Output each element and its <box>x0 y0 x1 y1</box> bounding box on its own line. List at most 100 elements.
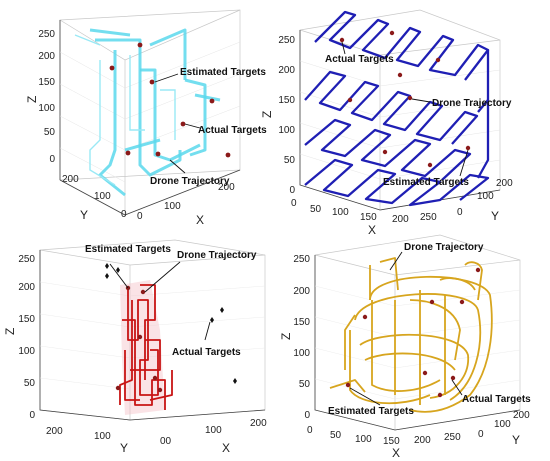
z-ticks: 0 50 100 150 200 250 <box>293 254 310 421</box>
x-tick: 100 <box>164 201 181 212</box>
z-tick: 150 <box>18 314 35 325</box>
y-tick: 200 <box>496 178 513 189</box>
x-tick: 50 <box>330 430 342 441</box>
y-ticks: 200 100 <box>46 426 111 442</box>
grid <box>39 281 266 390</box>
x-tick: 200 <box>218 182 235 193</box>
x-axis-label: X <box>392 446 400 460</box>
target-marker <box>140 289 146 295</box>
target-marker <box>225 152 231 158</box>
x-tick: 250 <box>420 212 437 223</box>
x-ticks: 0 100 200 <box>137 182 235 222</box>
annotation-arrows <box>154 73 201 174</box>
annotation-arrows <box>109 261 211 341</box>
targets <box>109 42 231 158</box>
panel-top-right: Actual Targets Drone Trajectory Estimate… <box>260 9 513 237</box>
axes-box <box>39 239 266 421</box>
target-marker <box>362 314 368 320</box>
target-marker <box>137 42 143 48</box>
target-marker <box>422 370 428 376</box>
target-marker <box>475 267 481 273</box>
targets <box>345 267 481 398</box>
x-axis-label: X <box>196 213 204 227</box>
target-marker <box>382 149 388 155</box>
z-axis-label: Z <box>3 328 17 335</box>
target-marker <box>407 95 413 101</box>
x-tick: 200 <box>414 435 431 446</box>
z-tick: 0 <box>49 154 55 165</box>
annotation-actual-targets: Actual Targets <box>462 394 531 405</box>
y-axis-label: Y <box>120 441 128 455</box>
target-marker <box>105 273 109 279</box>
z-tick: 250 <box>293 254 310 265</box>
z-tick: 100 <box>18 346 35 357</box>
x-tick: 100 <box>205 425 222 436</box>
trajectory <box>329 257 493 413</box>
x-tick: 00 <box>160 436 172 447</box>
target-marker <box>157 387 163 393</box>
z-tick: 50 <box>44 127 56 138</box>
y-tick: 0 <box>121 209 127 220</box>
y-ticks: 200 100 0 <box>62 174 127 220</box>
target-marker <box>152 375 158 381</box>
target-marker <box>209 98 215 104</box>
z-tick: 150 <box>293 317 310 328</box>
y-tick: 100 <box>94 431 111 442</box>
panel-bottom-left: Estimated Targets Drone Trajectory Actua… <box>3 239 267 455</box>
panel-bottom-right: Drone Trajectory Actual Targets Estimate… <box>279 234 531 460</box>
target-marker <box>149 79 155 85</box>
z-tick: 0 <box>289 185 295 196</box>
x-tick: 0 <box>291 198 297 209</box>
target-marker <box>437 392 443 398</box>
target-marker <box>115 385 121 391</box>
target-marker <box>347 97 353 103</box>
target-marker <box>465 145 471 151</box>
z-tick: 100 <box>38 103 55 114</box>
z-axis-label: Z <box>279 333 293 340</box>
target-marker <box>429 299 435 305</box>
target-marker <box>155 151 161 157</box>
annotation-actual-targets: Actual Targets <box>172 347 241 358</box>
annotation-drone-trajectory: Drone Trajectory <box>404 242 484 253</box>
z-tick: 50 <box>284 155 296 166</box>
z-tick: 0 <box>304 410 310 421</box>
annotation-drone-trajectory: Drone Trajectory <box>432 98 512 109</box>
y-tick: 0 <box>478 429 484 440</box>
z-tick: 200 <box>278 65 295 76</box>
z-tick: 250 <box>18 254 35 265</box>
x-ticks: 0 50 100 150 200 250 <box>291 198 437 225</box>
x-tick: 250 <box>444 432 461 443</box>
x-tick: 150 <box>383 436 400 447</box>
target-marker <box>109 65 115 71</box>
y-tick: 0 <box>457 207 463 218</box>
trajectory <box>89 28 221 197</box>
z-ticks: 0 50 100 150 200 250 <box>38 29 55 165</box>
z-tick: 200 <box>293 286 310 297</box>
annotation-estimated-targets: Estimated Targets <box>180 67 266 78</box>
trajectory <box>119 284 173 410</box>
targets <box>339 30 471 168</box>
z-tick: 50 <box>299 379 311 390</box>
target-marker <box>450 375 456 381</box>
z-axis-label: Z <box>260 111 274 118</box>
y-tick: 200 <box>513 410 530 421</box>
target-marker <box>397 72 403 78</box>
z-ticks: 0 50 100 150 200 250 <box>278 35 295 196</box>
targets-actual <box>105 263 237 384</box>
z-tick: 150 <box>38 77 55 88</box>
target-marker <box>459 299 465 305</box>
x-axis-label: X <box>368 223 376 237</box>
y-ticks: 0 100 200 <box>457 178 513 218</box>
x-tick: 100 <box>355 434 372 445</box>
z-tick: 250 <box>38 29 55 40</box>
y-tick: 200 <box>46 426 63 437</box>
annotation-actual-targets: Actual Targets <box>325 54 394 65</box>
y-tick: 100 <box>94 191 111 202</box>
annotation-drone-trajectory: Drone Trajectory <box>177 250 257 261</box>
target-marker <box>389 30 395 36</box>
grid <box>299 60 501 180</box>
z-tick: 200 <box>38 51 55 62</box>
z-tick: 50 <box>24 378 36 389</box>
target-marker <box>210 317 214 323</box>
